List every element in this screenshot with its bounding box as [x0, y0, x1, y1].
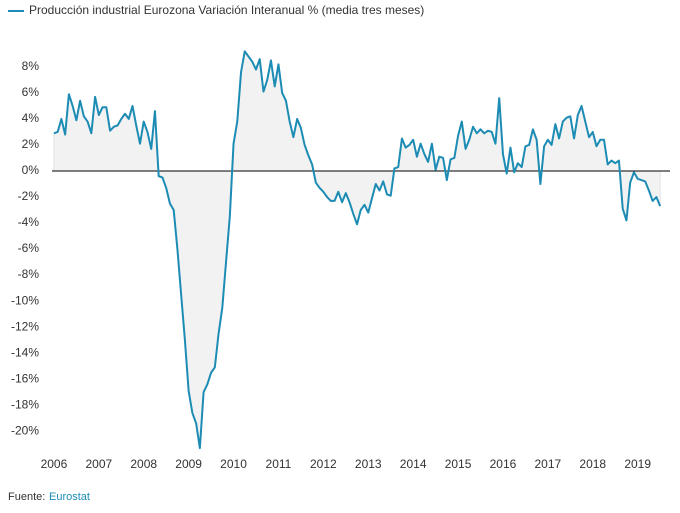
x-tick-label: 2014	[400, 457, 427, 471]
x-tick-label: 2018	[579, 457, 606, 471]
y-tick-label: -8%	[18, 267, 40, 281]
y-tick-label: -18%	[11, 397, 39, 411]
area	[53, 50, 661, 449]
y-tick-label: -10%	[11, 293, 39, 307]
x-tick-label: 2012	[310, 457, 337, 471]
x-tick-label: 2013	[355, 457, 382, 471]
source-label: Fuente:	[8, 491, 45, 503]
x-tick-label: 2011	[266, 457, 292, 471]
x-tick-label: 2017	[535, 457, 562, 471]
y-tick-label: -16%	[11, 371, 39, 385]
x-tick-label: 2006	[41, 457, 68, 471]
x-tick-label: 2009	[175, 457, 202, 471]
x-tick-label: 2019	[624, 457, 651, 471]
x-tick-label: 2016	[490, 457, 517, 471]
y-tick-label: 2%	[22, 137, 40, 151]
x-tick-label: 2008	[130, 457, 157, 471]
source-link[interactable]: Eurostat	[49, 491, 90, 503]
y-tick-label: 0%	[22, 163, 40, 177]
x-tick-label: 2015	[445, 457, 472, 471]
x-tick-label: 2007	[85, 457, 112, 471]
y-tick-label: -12%	[11, 319, 39, 333]
y-tick-label: -6%	[18, 241, 40, 255]
y-tick-label: -2%	[18, 189, 40, 203]
legend-label: Producción industrial Eurozona Variación…	[29, 3, 424, 17]
y-tick-label: -14%	[11, 345, 39, 359]
y-tick-label: -20%	[11, 423, 39, 437]
line	[53, 50, 662, 450]
y-tick-label: 8%	[22, 59, 40, 73]
y-tick-label: -4%	[18, 215, 40, 229]
y-tick-label: 6%	[22, 85, 40, 99]
x-tick-label: 2010	[220, 457, 247, 471]
y-tick-label: 4%	[22, 111, 40, 125]
